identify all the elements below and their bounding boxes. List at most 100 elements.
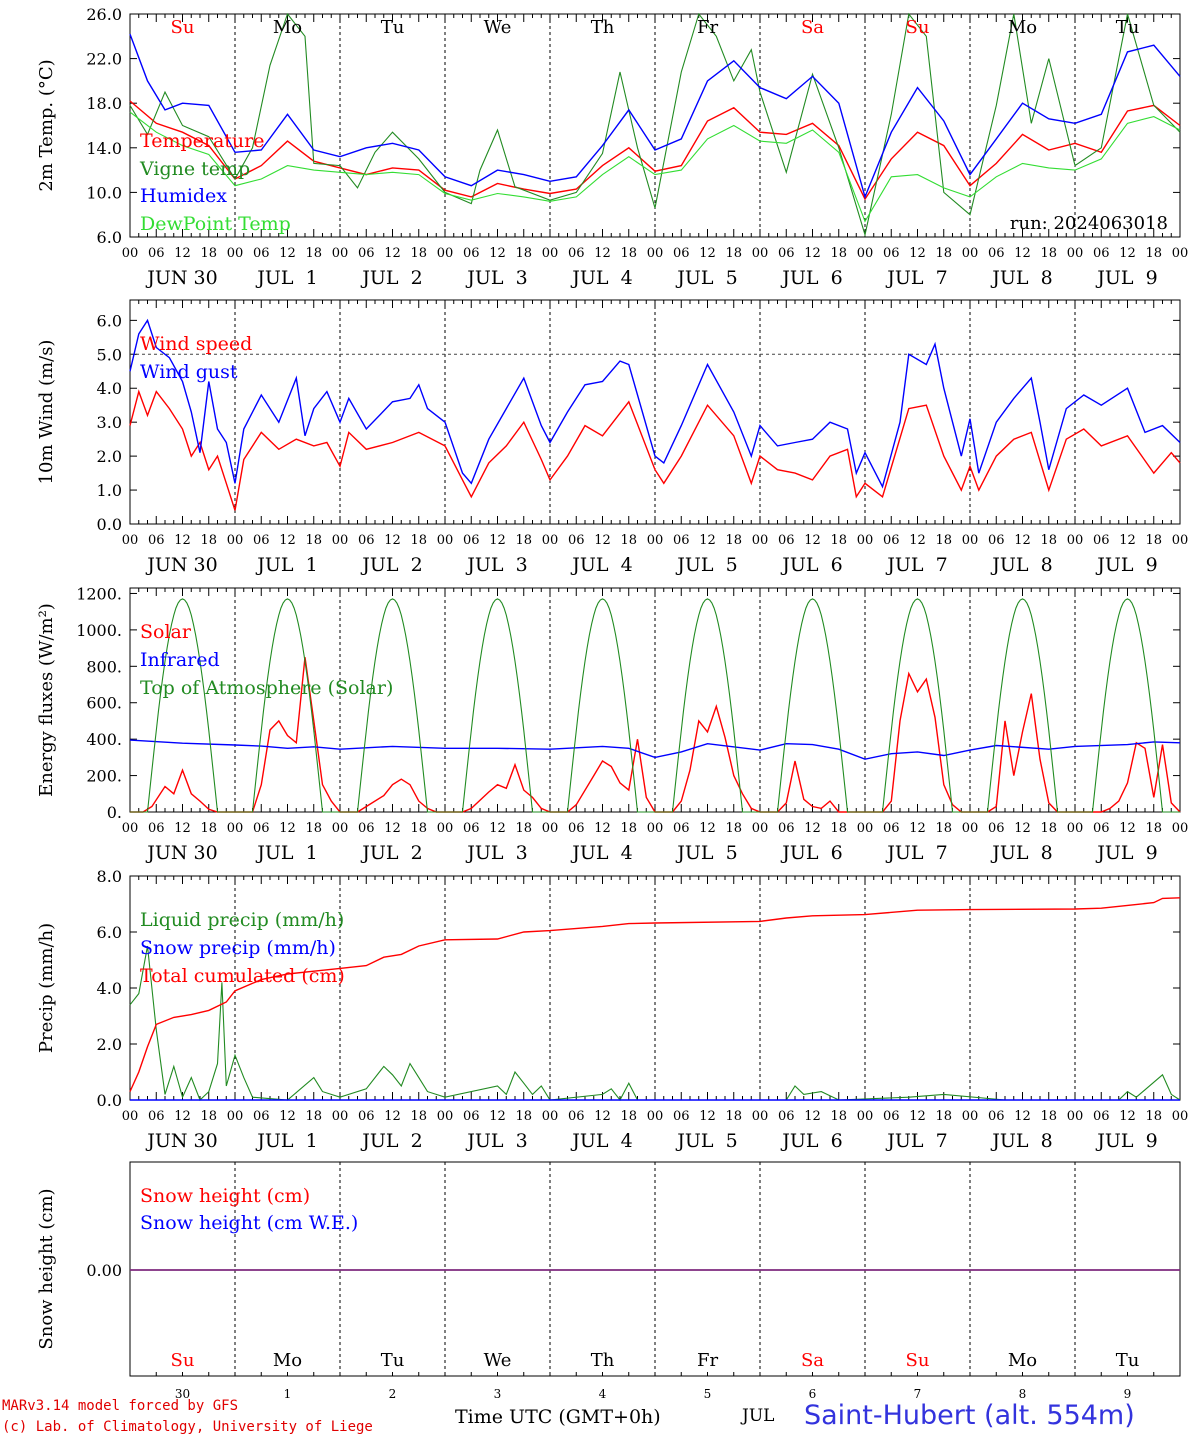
day-date-label: JUL 3 xyxy=(465,842,527,864)
hour-tick-label: 06 xyxy=(883,1109,900,1124)
panel-5 xyxy=(129,1161,1181,1377)
hour-tick-label: 06 xyxy=(358,246,375,261)
day-date-label: JUL 7 xyxy=(885,267,947,289)
hour-tick-label: 00 xyxy=(122,821,139,836)
hour-tick-label: 00 xyxy=(437,821,454,836)
weekday-label: Th xyxy=(591,1350,615,1371)
weekday-label: Su xyxy=(906,17,930,38)
hour-tick-label: 18 xyxy=(830,821,847,836)
weekday-label: Tu xyxy=(381,17,405,38)
hour-tick-label: 12 xyxy=(699,821,716,836)
hour-tick-label: 06 xyxy=(988,1109,1005,1124)
day-date-label: JUL 9 xyxy=(1095,267,1157,289)
hour-tick-label: 12 xyxy=(384,246,401,261)
hour-tick-label: 06 xyxy=(463,533,480,548)
hour-tick-label: 12 xyxy=(699,1109,716,1124)
hour-tick-label: 06 xyxy=(883,821,900,836)
y-tick-label: 200. xyxy=(86,767,122,786)
day-date-label: JUL 6 xyxy=(780,842,842,864)
hour-tick-label: 00 xyxy=(857,246,874,261)
hour-tick-label: 12 xyxy=(489,821,506,836)
hour-tick-label: 12 xyxy=(174,1109,191,1124)
day-date-label: JUL 5 xyxy=(675,267,737,289)
hour-tick-label: 12 xyxy=(174,821,191,836)
weekday-label: Sa xyxy=(801,17,824,38)
series-line-wind-gust xyxy=(129,318,1181,489)
hour-tick-label: 12 xyxy=(1014,821,1031,836)
y-tick-label: 0.0 xyxy=(97,515,122,534)
y-tick-label: 1000. xyxy=(76,621,122,640)
hour-tick-label: 00 xyxy=(332,1109,349,1124)
hour-tick-label: 00 xyxy=(332,821,349,836)
y-tick-label: 0.00 xyxy=(86,1261,122,1280)
hour-tick-label: 18 xyxy=(305,1109,322,1124)
weekday-label: Mo xyxy=(273,17,302,38)
hour-tick-label: 00 xyxy=(962,1109,979,1124)
day-date-label: JUL 6 xyxy=(780,267,842,289)
weekday-label: Su xyxy=(906,1350,930,1371)
series-line-dewpoint-temp xyxy=(129,111,1181,223)
legend-label: Humidex xyxy=(140,185,227,207)
hour-tick-label: 06 xyxy=(673,821,690,836)
hour-tick-label: 18 xyxy=(515,821,532,836)
hour-tick-label: 06 xyxy=(883,246,900,261)
hour-tick-label: 06 xyxy=(1093,246,1110,261)
hour-tick-label: 18 xyxy=(830,246,847,261)
y-tick-label: 2.0 xyxy=(97,447,122,466)
hour-tick-label: 18 xyxy=(725,1109,742,1124)
y-tick-label: 4.0 xyxy=(97,379,122,398)
hour-tick-label: 12 xyxy=(909,533,926,548)
hour-tick-label: 06 xyxy=(253,1109,270,1124)
hour-tick-label: 06 xyxy=(1093,821,1110,836)
hour-tick-label: 00 xyxy=(542,246,559,261)
y-tick-label: 4.0 xyxy=(97,979,122,998)
day-date-label: JUN 30 xyxy=(145,267,217,289)
weekday-label: Su xyxy=(171,17,195,38)
day-date-label: JUL 3 xyxy=(465,1130,527,1152)
hour-tick-label: 12 xyxy=(804,533,821,548)
hour-tick-label: 00 xyxy=(122,1109,139,1124)
hour-tick-label: 18 xyxy=(620,246,637,261)
hour-tick-label: 06 xyxy=(358,1109,375,1124)
hour-tick-label: 06 xyxy=(988,246,1005,261)
day-date-label: JUL 7 xyxy=(885,554,947,576)
hour-tick-label: 12 xyxy=(279,246,296,261)
legend-label: Wind gust xyxy=(140,361,238,383)
y-tick-label: 1.0 xyxy=(97,481,122,500)
day-number-label: 3 xyxy=(494,1387,502,1400)
hour-tick-label: 12 xyxy=(1014,1109,1031,1124)
hour-tick-label: 00 xyxy=(647,246,664,261)
series-line-solar xyxy=(130,657,1181,813)
series-line-temperature xyxy=(129,100,1181,201)
day-number-label: 5 xyxy=(704,1387,712,1400)
hour-tick-label: 12 xyxy=(804,246,821,261)
hour-tick-label: 18 xyxy=(620,1109,637,1124)
day-date-label: JUL 8 xyxy=(990,554,1052,576)
day-date-label: JUL 3 xyxy=(465,554,527,576)
weekday-label: Tu xyxy=(1116,1350,1140,1371)
hour-tick-label: 06 xyxy=(463,246,480,261)
hour-tick-label: 00 xyxy=(962,821,979,836)
hour-tick-label: 06 xyxy=(568,533,585,548)
station-title: Saint-Hubert (alt. 554m) xyxy=(804,1400,1135,1431)
weekday-label: Fr xyxy=(697,17,718,38)
hour-tick-label: 00 xyxy=(962,246,979,261)
weekday-label: Tu xyxy=(381,1350,405,1371)
day-date-label: JUL 4 xyxy=(570,1130,632,1152)
hour-tick-label: 18 xyxy=(935,533,952,548)
legend-label: Top of Atmosphere (Solar) xyxy=(140,677,393,699)
y-tick-label: 22.0 xyxy=(86,50,122,69)
hour-tick-label: 12 xyxy=(594,533,611,548)
hour-tick-label: 00 xyxy=(1172,533,1189,548)
hour-tick-label: 00 xyxy=(542,533,559,548)
y-axis-label: Snow height (cm) xyxy=(36,1188,57,1349)
hour-tick-label: 06 xyxy=(148,246,165,261)
day-number-label: 9 xyxy=(1124,1387,1132,1400)
hour-tick-label: 18 xyxy=(1040,246,1057,261)
weekday-label: Sa xyxy=(801,1350,824,1371)
y-axis-label: 2m Temp. (°C) xyxy=(36,59,57,191)
hour-tick-label: 12 xyxy=(489,1109,506,1124)
legend-label: Infrared xyxy=(140,649,220,671)
hour-tick-label: 18 xyxy=(935,1109,952,1124)
y-tick-label: 26.0 xyxy=(86,5,122,24)
